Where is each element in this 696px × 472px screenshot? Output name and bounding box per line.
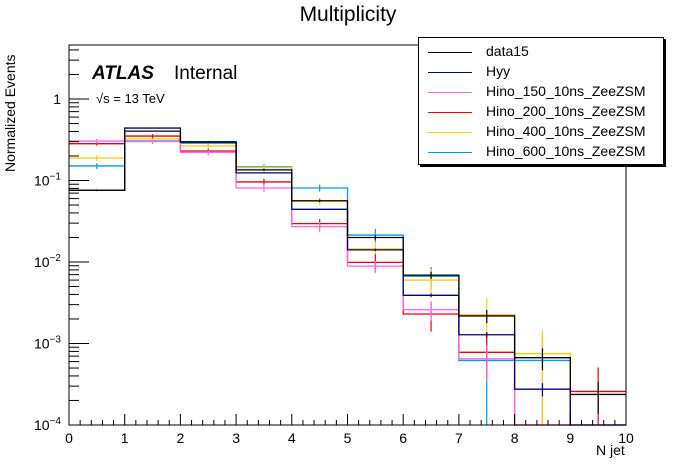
legend-label: Hino_600_10ns_ZeeZSM <box>486 143 646 159</box>
legend-swatch <box>428 92 472 93</box>
y-tick-label: 10−3 <box>34 335 61 352</box>
y-tick-label: 1 <box>53 91 61 107</box>
series-layer <box>69 127 626 426</box>
legend: data15 Hyy Hino_150_10ns_ZeeZSM Hino_200_10… <box>418 37 664 165</box>
histogram-line-data15 <box>69 130 626 396</box>
x-tick-label: 6 <box>399 430 407 446</box>
x-tick-label: 10 <box>618 430 634 446</box>
x-tick-label: 3 <box>232 430 240 446</box>
energy-label: √s = 13 TeV <box>96 91 165 106</box>
y-tick-label: 10−1 <box>34 172 61 189</box>
legend-item: Hino_400_10ns_ZeeZSM <box>419 122 663 142</box>
legend-swatch <box>428 112 472 113</box>
internal-label: Internal <box>174 63 238 84</box>
legend-swatch <box>428 72 472 73</box>
series-Hino_400_10ns_ZeeZSM <box>69 136 626 426</box>
legend-swatch <box>428 132 472 133</box>
x-axis-label: N jet <box>596 442 625 458</box>
y-tick-label: 10−2 <box>34 253 61 270</box>
x-tick-label: 8 <box>511 430 519 446</box>
y-tick-label: 10−4 <box>34 416 61 433</box>
legend-item: Hyy <box>419 62 663 82</box>
legend-label: Hino_150_10ns_ZeeZSM <box>486 83 646 99</box>
legend-item: Hino_600_10ns_ZeeZSM <box>419 142 663 162</box>
series-data15 <box>69 130 626 414</box>
legend-swatch <box>428 52 472 53</box>
x-tick-label: 5 <box>344 430 352 446</box>
legend-label: Hino_400_10ns_ZeeZSM <box>486 123 646 139</box>
legend-item: data15 <box>419 42 663 62</box>
x-tick-label: 7 <box>455 430 463 446</box>
x-tick-label: 2 <box>177 430 185 446</box>
legend-swatch <box>428 152 472 153</box>
x-tick-label: 0 <box>65 430 73 446</box>
legend-item: Hino_200_10ns_ZeeZSM <box>419 102 663 122</box>
chart-title: Multiplicity <box>299 3 397 26</box>
x-tick-label: 4 <box>288 430 296 446</box>
legend-item: Hino_150_10ns_ZeeZSM <box>419 82 663 102</box>
axes-layer: 0 1 2 3 4 5 6 7 8 9 10 1 10−1 10−2 10−3 10−4 <box>34 44 634 446</box>
atlas-label: ATLAS <box>92 63 154 84</box>
legend-label: data15 <box>486 43 529 59</box>
legend-label: Hino_200_10ns_ZeeZSM <box>486 103 646 119</box>
legend-label: Hyy <box>486 63 511 79</box>
x-tick-label: 1 <box>121 430 129 446</box>
x-tick-label: 9 <box>566 430 574 446</box>
